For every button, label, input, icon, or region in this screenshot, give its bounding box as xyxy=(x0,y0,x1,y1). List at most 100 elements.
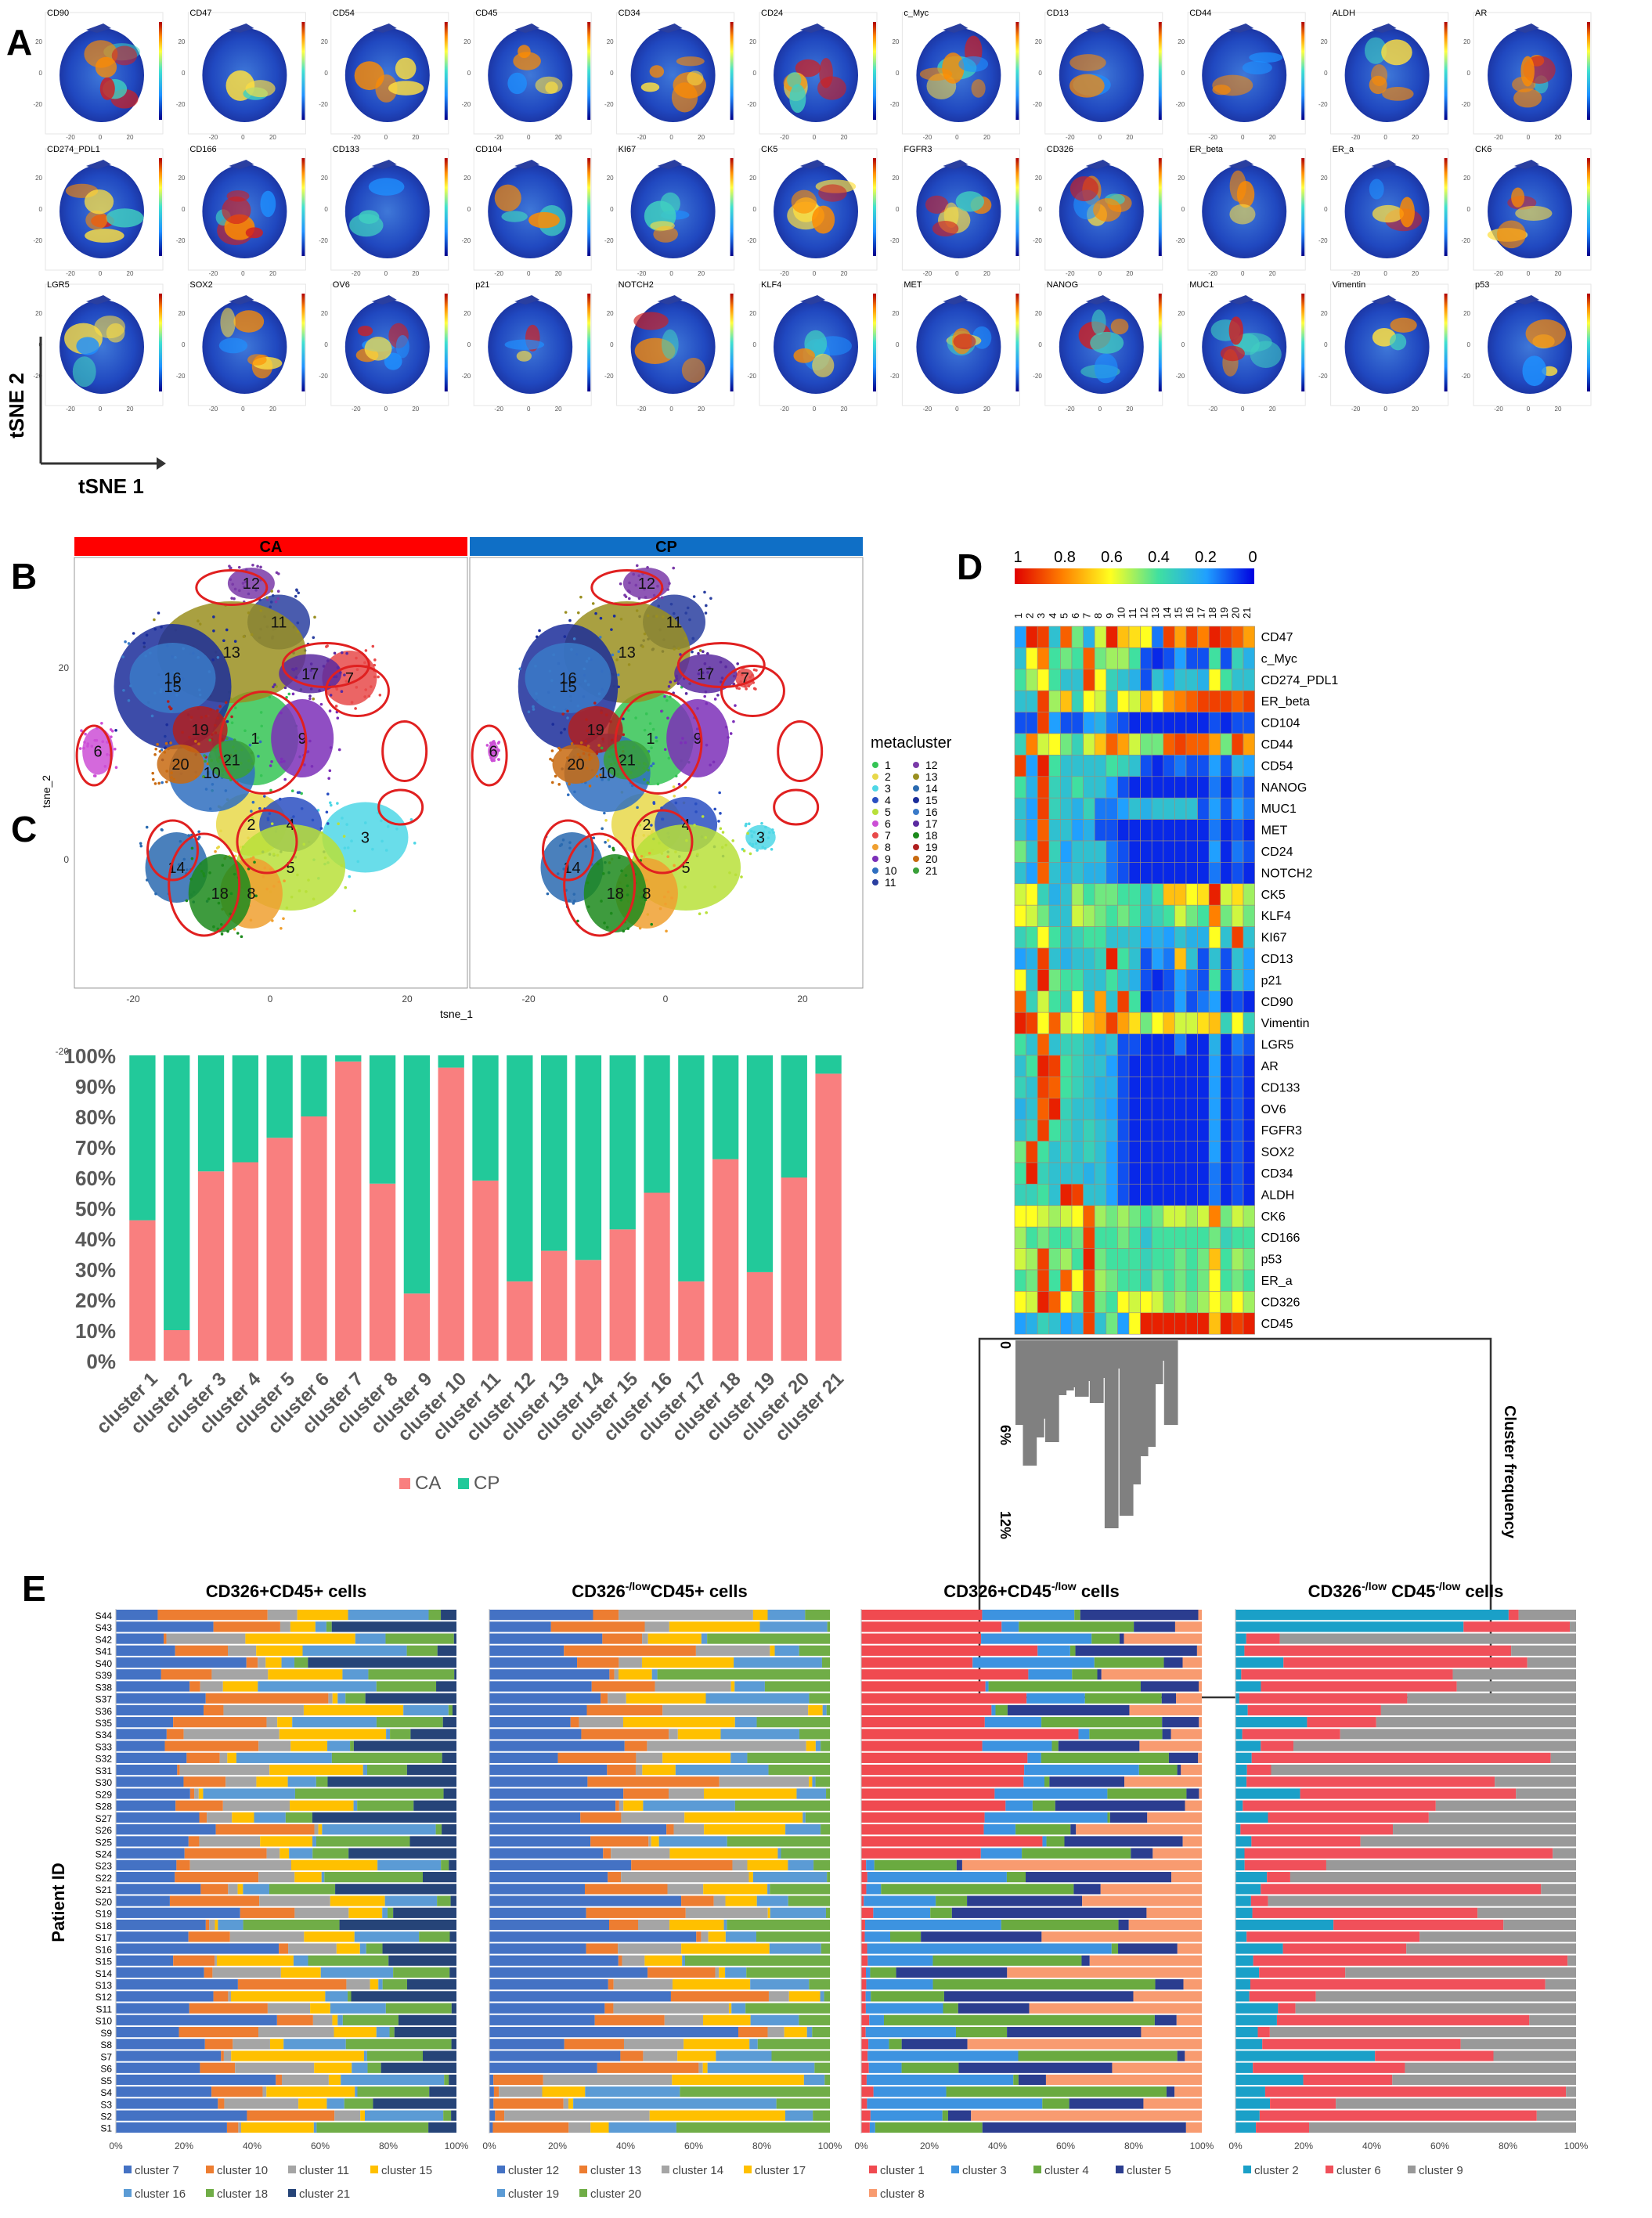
tsne-point xyxy=(270,760,273,763)
patient-id-label: S6 xyxy=(100,2064,112,2075)
tsne-point xyxy=(595,774,599,778)
tsne-point xyxy=(254,894,258,898)
tsne-point xyxy=(551,723,555,726)
heatmap-cell xyxy=(1071,1184,1084,1206)
composition-segment xyxy=(1166,2086,1175,2097)
composition-segment xyxy=(1044,1776,1050,1787)
composition-segment xyxy=(1199,1788,1202,1799)
expression-blob xyxy=(1228,316,1243,345)
x-tick-label: 0 xyxy=(813,406,817,413)
tsne-point xyxy=(752,681,756,684)
tsne-point xyxy=(554,774,557,778)
tsne-point xyxy=(573,900,576,903)
composition-segment xyxy=(623,2039,684,2050)
composition-segment xyxy=(1072,1669,1098,1680)
tsne-point xyxy=(705,701,709,705)
composition-segment xyxy=(227,1752,236,1763)
composition-segment xyxy=(116,1610,158,1621)
tsne-point xyxy=(251,816,254,820)
y-tick-label: 20 xyxy=(1321,38,1328,45)
heatmap-cell xyxy=(1071,1012,1084,1034)
tsne-point xyxy=(609,911,613,915)
heatmap-row-label: KI67 xyxy=(1261,932,1287,945)
tsne-point xyxy=(658,907,662,911)
title-superscript: -/low xyxy=(1051,1580,1077,1592)
colorbar xyxy=(873,294,876,391)
composition-segment xyxy=(861,1610,983,1621)
x-tick-label: 0 xyxy=(1383,406,1387,413)
heatmap-cell xyxy=(1094,990,1107,1013)
y-tick-label: 20 xyxy=(1463,38,1470,45)
composition-segment xyxy=(312,2014,333,2025)
composition-segment xyxy=(1235,1669,1242,1680)
tsne-point xyxy=(153,691,157,695)
legend-swatch xyxy=(872,762,878,768)
highlight-circle xyxy=(773,788,820,826)
composition-segment xyxy=(1100,1884,1202,1895)
composition-segment xyxy=(1112,2062,1202,2073)
marker-label: KLF4 xyxy=(761,280,781,290)
composition-segment xyxy=(267,1610,298,1621)
marker-label: CK5 xyxy=(761,145,777,154)
expression-blob xyxy=(368,178,405,196)
composition-segment xyxy=(504,2110,650,2121)
y-tick-label: -20 xyxy=(1176,373,1185,380)
tsne-point xyxy=(603,811,606,815)
composition-segment xyxy=(1315,1991,1576,2002)
composition-segment xyxy=(734,1800,830,1811)
y-tick-label: 0 xyxy=(753,206,757,213)
panel-letter-c: C xyxy=(11,809,37,849)
heatmap-cell xyxy=(1128,1184,1141,1206)
bar-cp xyxy=(438,1055,464,1068)
expression-blob xyxy=(395,57,417,80)
composition-segment xyxy=(814,2062,830,2073)
heatmap-cell xyxy=(1014,797,1026,820)
heatmap-cell xyxy=(1220,1055,1232,1077)
composition-segment xyxy=(1026,1693,1085,1704)
colorbar xyxy=(1587,158,1590,256)
tsne-point xyxy=(622,929,626,933)
heatmap-cell xyxy=(1094,1077,1107,1099)
composition-segment xyxy=(620,2050,644,2061)
heatmap-cell xyxy=(1197,904,1210,927)
composition-segment xyxy=(981,1633,1092,1644)
composition-segment xyxy=(240,1907,295,1918)
composition-segment xyxy=(1235,1752,1252,1763)
heatmap-cell xyxy=(1128,1098,1141,1120)
composition-segment xyxy=(991,1704,996,1716)
facet-header-label: CA xyxy=(260,539,283,556)
composition-segment xyxy=(332,2014,338,2025)
tsne-point xyxy=(124,640,127,644)
composition-segment xyxy=(946,2086,1167,2097)
tsne-point xyxy=(194,740,197,743)
composition-segment xyxy=(776,2098,830,2109)
heatmap-cell xyxy=(1048,1033,1061,1056)
composition-segment xyxy=(428,2122,456,2133)
composition-segment xyxy=(563,2098,569,2109)
composition-segment xyxy=(116,1740,165,1751)
heatmap-cell xyxy=(1048,669,1061,691)
heatmap-cell xyxy=(1117,1098,1130,1120)
heatmap-cell xyxy=(1094,1291,1107,1314)
expression-blob xyxy=(85,210,108,230)
heatmap-cell xyxy=(1026,862,1038,885)
legend-label: cluster 10 xyxy=(217,2164,268,2177)
tsne-point xyxy=(660,806,663,810)
composition-segment xyxy=(203,1788,295,1799)
composition-segment xyxy=(1146,1907,1202,1918)
tsne-point xyxy=(165,723,168,727)
composition-segment xyxy=(116,1621,214,1632)
composition-segment xyxy=(604,2003,614,2014)
expression-blob xyxy=(84,189,114,215)
composition-segment xyxy=(365,1693,456,1704)
expression-blob xyxy=(1069,176,1099,202)
composition-segment xyxy=(647,1740,806,1751)
composition-segment xyxy=(734,1717,757,1728)
colorbar xyxy=(873,22,876,120)
heatmap-cell xyxy=(1014,990,1026,1013)
colorbar xyxy=(730,158,734,256)
composition-segment xyxy=(1235,2086,1265,2097)
tsne-cloud-tip xyxy=(943,23,968,33)
composition-segment xyxy=(770,1907,826,1918)
heatmap-cell xyxy=(1197,690,1210,712)
